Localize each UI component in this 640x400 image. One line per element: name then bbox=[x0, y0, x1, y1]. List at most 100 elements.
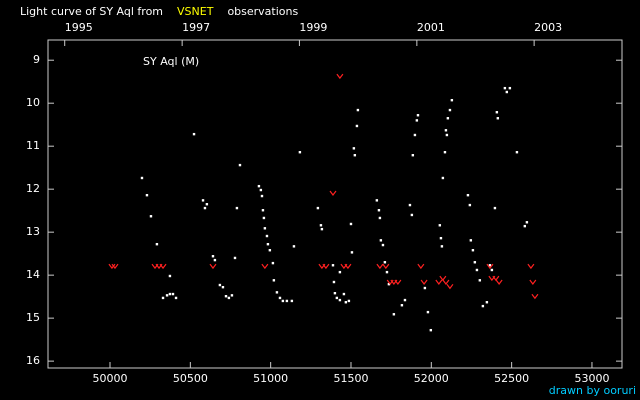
upper-limit-marker bbox=[420, 279, 428, 286]
data-point bbox=[353, 154, 357, 157]
y-tick-label: 16 bbox=[26, 354, 40, 367]
data-point bbox=[423, 286, 427, 290]
data-point bbox=[349, 222, 353, 226]
upper-limit-marker bbox=[336, 73, 344, 80]
upper-limit-marker bbox=[417, 263, 425, 270]
data-point bbox=[440, 245, 444, 248]
data-point bbox=[235, 206, 239, 210]
data-point bbox=[392, 313, 396, 316]
data-point bbox=[230, 294, 234, 297]
data-point bbox=[350, 251, 354, 254]
data-point bbox=[140, 176, 144, 180]
upper-limit-marker bbox=[382, 263, 390, 270]
data-point bbox=[493, 206, 497, 210]
upper-limit-marker bbox=[442, 279, 450, 286]
data-point bbox=[439, 236, 443, 240]
y-tick-label: 10 bbox=[26, 96, 40, 109]
data-point bbox=[347, 299, 351, 303]
data-point bbox=[257, 184, 261, 188]
data-point bbox=[272, 279, 276, 282]
data-point bbox=[416, 114, 420, 117]
x-tick-label: 50500 bbox=[173, 372, 208, 385]
data-point bbox=[145, 193, 149, 197]
y-tick-label: 12 bbox=[26, 182, 40, 195]
data-point bbox=[168, 274, 172, 278]
data-point bbox=[331, 264, 335, 267]
data-point bbox=[268, 249, 272, 252]
upper-limit-marker bbox=[529, 279, 537, 286]
data-point bbox=[495, 111, 499, 114]
data-point bbox=[444, 129, 448, 132]
data-point bbox=[469, 239, 473, 242]
data-point bbox=[261, 209, 265, 212]
data-point bbox=[411, 154, 415, 157]
data-point bbox=[379, 239, 383, 242]
upper-limit-marker bbox=[492, 275, 500, 282]
x-tick-label: 51000 bbox=[253, 372, 288, 385]
upper-limit-marker bbox=[159, 263, 167, 270]
data-point bbox=[271, 261, 275, 265]
upper-limit-marker bbox=[111, 263, 119, 270]
data-point bbox=[508, 86, 512, 90]
data-point bbox=[355, 124, 359, 128]
data-point bbox=[466, 193, 470, 197]
data-point bbox=[174, 296, 178, 300]
x2-tick-label: 2001 bbox=[417, 21, 445, 34]
data-point bbox=[488, 264, 492, 267]
data-point bbox=[316, 206, 320, 210]
data-point bbox=[450, 98, 454, 102]
data-point bbox=[263, 227, 267, 230]
x-tick-label: 51500 bbox=[333, 372, 368, 385]
data-point bbox=[378, 216, 382, 220]
y-tick-label: 15 bbox=[26, 311, 40, 324]
data-point bbox=[410, 213, 414, 217]
data-point bbox=[155, 242, 159, 246]
data-point bbox=[481, 304, 485, 308]
data-point bbox=[238, 163, 242, 167]
data-point bbox=[224, 295, 228, 298]
data-point bbox=[475, 268, 479, 272]
data-point bbox=[496, 117, 500, 120]
data-point bbox=[445, 133, 449, 137]
data-point bbox=[381, 243, 385, 247]
upper-limit-marker bbox=[531, 293, 539, 300]
data-point bbox=[332, 280, 336, 284]
data-point bbox=[265, 234, 269, 238]
data-point bbox=[233, 256, 237, 260]
upper-limit-marker bbox=[261, 263, 269, 270]
data-point bbox=[260, 194, 264, 198]
data-point bbox=[503, 86, 507, 90]
data-point bbox=[438, 224, 442, 227]
data-point bbox=[262, 216, 266, 220]
chart-title: VSNET bbox=[177, 5, 214, 18]
data-point bbox=[335, 296, 339, 300]
upper-limit-marker bbox=[495, 279, 503, 286]
x-tick-label: 52500 bbox=[494, 372, 529, 385]
data-point bbox=[192, 132, 196, 136]
data-point bbox=[201, 199, 205, 202]
data-point bbox=[281, 299, 285, 303]
data-point bbox=[385, 270, 389, 274]
data-point bbox=[408, 203, 412, 207]
upper-limit-marker bbox=[527, 263, 535, 270]
data-point bbox=[320, 227, 324, 231]
data-point bbox=[413, 133, 417, 137]
data-point bbox=[429, 328, 433, 332]
data-point bbox=[485, 301, 489, 304]
data-point bbox=[490, 268, 494, 272]
x-tick-label: 50000 bbox=[93, 372, 128, 385]
data-point bbox=[168, 292, 172, 296]
data-point bbox=[446, 117, 450, 120]
data-point bbox=[278, 296, 282, 300]
data-point bbox=[478, 279, 482, 282]
data-point bbox=[218, 283, 222, 287]
data-point bbox=[298, 150, 302, 154]
upper-limit-marker bbox=[322, 263, 330, 270]
data-point bbox=[441, 176, 445, 180]
data-point bbox=[352, 147, 356, 150]
data-point bbox=[211, 255, 215, 258]
data-point bbox=[400, 304, 404, 307]
x2-tick-label: 2003 bbox=[534, 21, 562, 34]
x2-tick-label: 1995 bbox=[65, 21, 93, 34]
